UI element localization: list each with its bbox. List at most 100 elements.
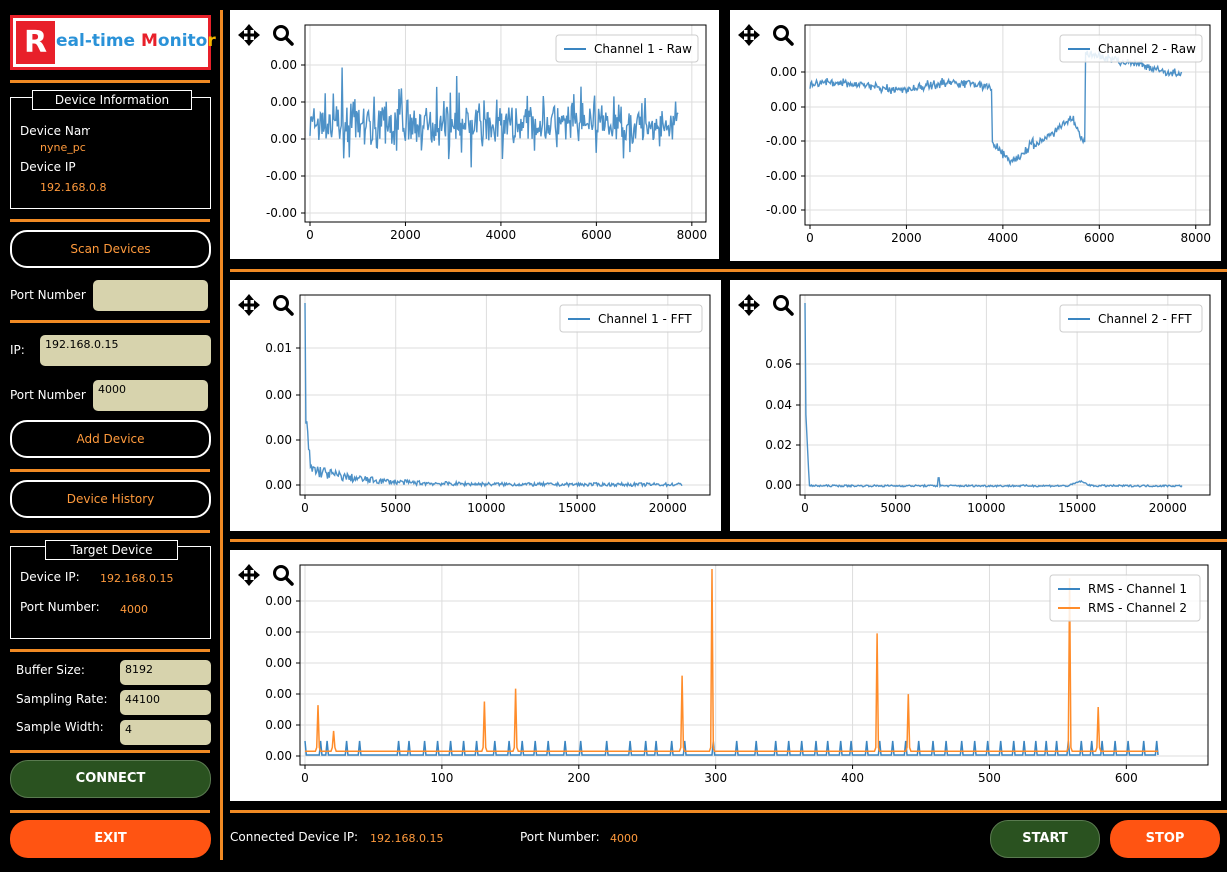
y-tick-label: 0.00 — [765, 478, 792, 492]
y-tick-label: 0.00 — [265, 388, 292, 402]
channel1-fft-chart[interactable]: 0 5000 10000 15000 20000 0.01 0.00 0.00 0.00 Chan… — [230, 280, 721, 531]
scan-devices-button[interactable]: Scan Devices — [10, 230, 211, 268]
y-tick-label: 0.06 — [765, 357, 792, 371]
exit-button[interactable]: EXIT — [10, 820, 211, 858]
y-tick-label: -0.00 — [766, 203, 797, 217]
target-ip-label: Device IP: — [20, 570, 80, 584]
y-tick-label: -0.00 — [266, 169, 297, 183]
chart-svg: 0 5000 10000 15000 20000 0.06 0.04 0.02 0.00 Chan… — [738, 294, 1211, 515]
x-tick-label: 100 — [430, 771, 453, 785]
y-tick-label: 0.00 — [770, 65, 797, 79]
zoom-icon[interactable] — [773, 25, 794, 46]
y-tick-label: 0.00 — [265, 594, 292, 608]
channel1-raw-chart[interactable]: 0 2000 4000 6000 8000 0.00 0.00 0.00 -0.00 -0.00 C… — [230, 10, 719, 259]
plot-frame — [299, 564, 1209, 766]
x-tick-label: 0 — [306, 228, 314, 242]
sample-width-input[interactable]: 4 — [120, 720, 211, 745]
y-tick-label: 0.00 — [270, 95, 297, 109]
divider — [10, 649, 210, 652]
divider — [230, 539, 1227, 542]
zoom-icon[interactable] — [273, 25, 294, 46]
sampling-rate-label: Sampling Rate: — [16, 692, 108, 706]
rms-chart[interactable]: 0 100 200 300 400 500 600 0.00 0.00 0.00 0.00 0.00 0… — [230, 550, 1221, 801]
channel2-fft-chart[interactable]: 0 5000 10000 15000 20000 0.06 0.04 0.02 0.00 Chan… — [730, 280, 1221, 531]
device-history-button[interactable]: Device History — [10, 480, 211, 518]
move-icon[interactable] — [738, 24, 760, 46]
connected-port-label: Port Number: — [520, 830, 600, 844]
x-tick-label: 600 — [1115, 771, 1138, 785]
device-info-title: Device Information — [32, 90, 192, 110]
x-tick-label: 4000 — [486, 228, 517, 242]
divider — [10, 219, 210, 222]
legend-box — [559, 304, 703, 333]
x-tick-label: 20000 — [649, 501, 687, 515]
target-port-value: 4000 — [120, 603, 148, 616]
connect-button[interactable]: CONNECT — [10, 760, 211, 798]
divider — [10, 750, 210, 753]
sample-width-label: Sample Width: — [16, 720, 104, 734]
x-tick-label: 0 — [301, 771, 309, 785]
y-tick-label: 0.00 — [265, 625, 292, 639]
y-tick-label: 0.00 — [270, 132, 297, 146]
divider — [10, 810, 210, 813]
x-tick-label: 0 — [801, 501, 809, 515]
stop-button[interactable]: STOP — [1110, 820, 1220, 858]
logo-text: eal-time Monitor — [56, 31, 216, 51]
move-icon[interactable] — [238, 294, 260, 316]
y-tick-label: -0.00 — [766, 169, 797, 183]
y-tick-label: 0.04 — [765, 398, 792, 412]
buffer-size-input[interactable]: 8192 — [120, 660, 211, 685]
scan-port-label: Port Number — [10, 288, 86, 302]
chart-svg: 0 5000 10000 15000 20000 0.01 0.00 0.00 0.00 Chan… — [238, 294, 711, 515]
x-tick-label: 300 — [704, 771, 727, 785]
zoom-icon[interactable] — [273, 295, 294, 316]
connected-ip-label: Connected Device IP: — [230, 830, 359, 844]
port-label: Port Number — [10, 388, 86, 402]
port-input[interactable]: 4000 — [93, 380, 208, 411]
x-tick-label: 0 — [301, 501, 309, 515]
x-tick-label: 6000 — [1084, 231, 1115, 245]
zoom-icon[interactable] — [273, 565, 294, 586]
x-tick-label: 2000 — [390, 228, 421, 242]
series-line — [809, 50, 1183, 167]
plot-frame — [299, 294, 711, 496]
y-tick-label: 0.00 — [265, 656, 292, 670]
legend-label: RMS - Channel 1 — [1088, 582, 1187, 596]
move-icon[interactable] — [238, 24, 260, 46]
divider — [10, 530, 210, 533]
device-ip-value: 192.168.0.8 — [40, 181, 107, 194]
series-line — [304, 302, 683, 488]
y-tick-label: 0.00 — [265, 749, 292, 763]
logo-letter: R — [16, 21, 55, 64]
legend-label: Channel 1 - FFT — [598, 312, 692, 326]
start-button[interactable]: START — [990, 820, 1100, 858]
ip-label: IP: — [10, 343, 25, 357]
zoom-icon[interactable] — [773, 295, 794, 316]
scan-port-input[interactable] — [93, 280, 208, 311]
x-tick-label: 0 — [806, 231, 814, 245]
device-ip-label: Device IP — [20, 160, 76, 174]
x-tick-label: 500 — [978, 771, 1001, 785]
y-tick-label: 0.00 — [265, 433, 292, 447]
ip-input[interactable]: 192.168.0.15 — [40, 335, 211, 366]
y-tick-label: 0.00 — [265, 718, 292, 732]
x-tick-label: 4000 — [988, 231, 1019, 245]
move-icon[interactable] — [738, 294, 760, 316]
legend-label: RMS - Channel 2 — [1088, 601, 1187, 615]
legend-box — [1059, 34, 1203, 63]
legend-label: Channel 1 - Raw — [594, 42, 692, 56]
x-tick-label: 400 — [841, 771, 864, 785]
x-tick-label: 5000 — [380, 501, 411, 515]
series-line — [804, 302, 1183, 489]
y-tick-label: 0.00 — [265, 478, 292, 492]
plot-frame — [799, 294, 1211, 496]
move-icon[interactable] — [238, 564, 260, 586]
device-name-label: Device Name — [20, 124, 90, 138]
connected-ip-value: 192.168.0.15 — [370, 832, 444, 845]
channel2-raw-chart[interactable]: 0 2000 4000 6000 8000 0.00 0.00 -0.00 -0.00 -0.00… — [730, 10, 1221, 261]
divider — [230, 810, 1227, 813]
sampling-rate-input[interactable]: 44100 — [120, 690, 211, 715]
add-device-button[interactable]: Add Device — [10, 420, 211, 458]
legend-box — [1049, 574, 1201, 622]
y-tick-label: -0.00 — [266, 206, 297, 220]
